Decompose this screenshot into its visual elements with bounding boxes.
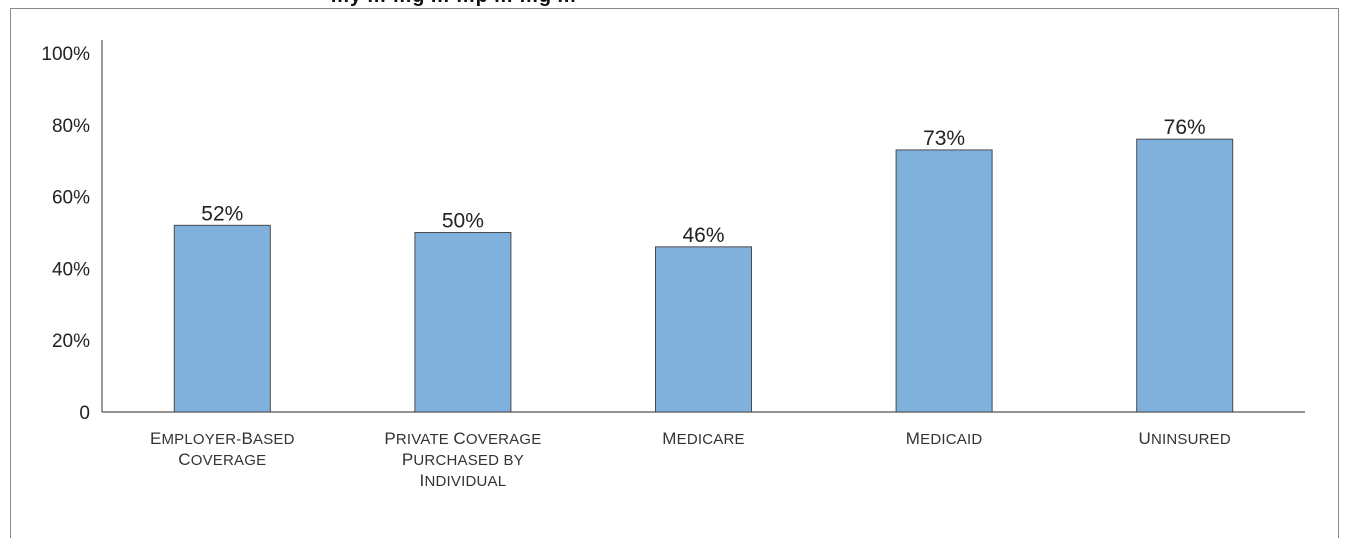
y-tick-label: 60% [52, 188, 90, 209]
bar [414, 232, 512, 413]
y-tick-label: 100% [41, 44, 90, 65]
bar-value-label: 73% [923, 127, 965, 150]
bar-value-label: 76% [1164, 116, 1206, 139]
bar [1136, 138, 1234, 413]
x-category-label: MEDICAID [906, 429, 983, 448]
y-tick-label: 0 [79, 403, 90, 424]
x-category-label: PURCHASED BY [402, 450, 524, 469]
x-category-label: INDIVIDUAL [420, 471, 507, 490]
x-category-label: UNINSURED [1138, 429, 1230, 448]
y-tick-label: 20% [52, 331, 90, 352]
bar-value-label: 46% [682, 224, 724, 247]
x-category-label: EMPLOYER-BASED [150, 429, 295, 448]
title-strip: …y … …g … …p … …g … [0, 0, 1351, 8]
bar-value-label: 50% [442, 210, 484, 233]
chart-title: …y … …g … …p … …g … [330, 0, 577, 8]
y-tick-label: 40% [52, 259, 90, 280]
bar [895, 149, 993, 413]
x-category-label: MEDICARE [662, 429, 744, 448]
bar-chart: 0 20% 40% 60% 80% 100% 52% 50% 46% 73% 76% EMPLOY… [41, 40, 1305, 490]
bar [173, 224, 271, 413]
bar [655, 246, 752, 413]
y-tick-label: 80% [52, 116, 90, 137]
x-category-label: COVERAGE [178, 450, 266, 469]
bar-value-label: 52% [201, 202, 243, 225]
x-category-label: PRIVATE COVERAGE [384, 429, 541, 448]
